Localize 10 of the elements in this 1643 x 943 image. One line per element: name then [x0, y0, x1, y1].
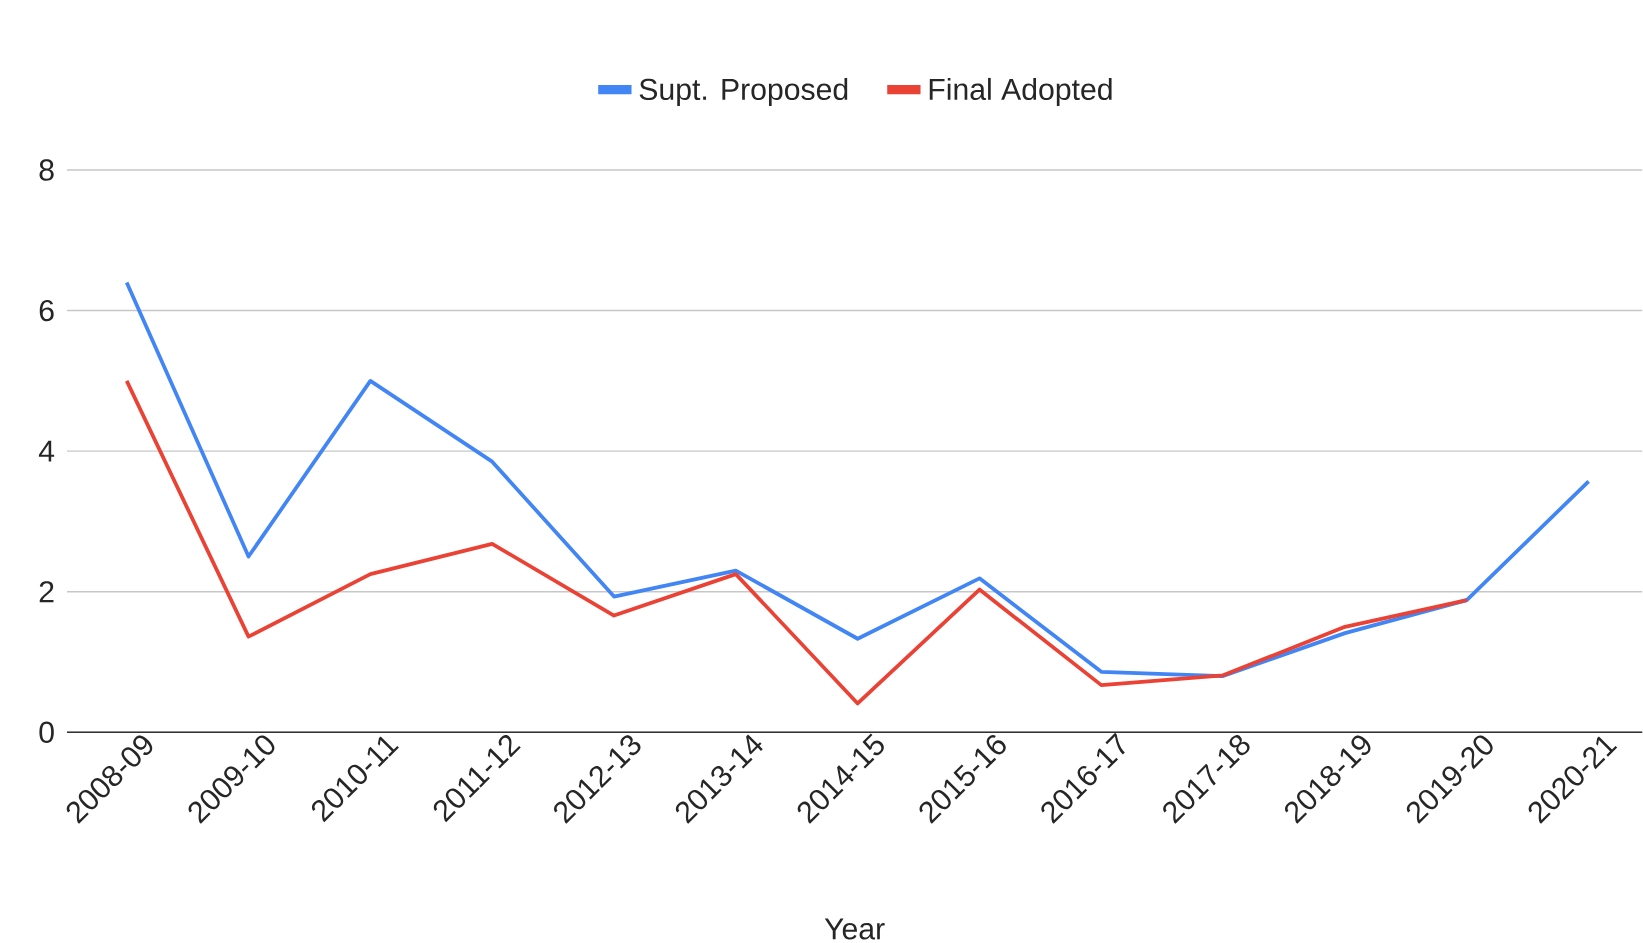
y-tick-label: 6 — [39, 299, 54, 322]
y-tick-label: 0 — [39, 721, 54, 743]
x-axis-title: Year — [824, 918, 885, 940]
legend-label: Supt. Proposed — [639, 77, 848, 107]
line-series — [124, 280, 1591, 678]
y-tick-label: 4 — [38, 440, 55, 462]
legend-label: Final Adopted — [929, 77, 1112, 107]
y-tick-label: 2 — [39, 581, 54, 603]
y-tick-label: 8 — [39, 159, 54, 181]
line-series — [124, 378, 1469, 706]
